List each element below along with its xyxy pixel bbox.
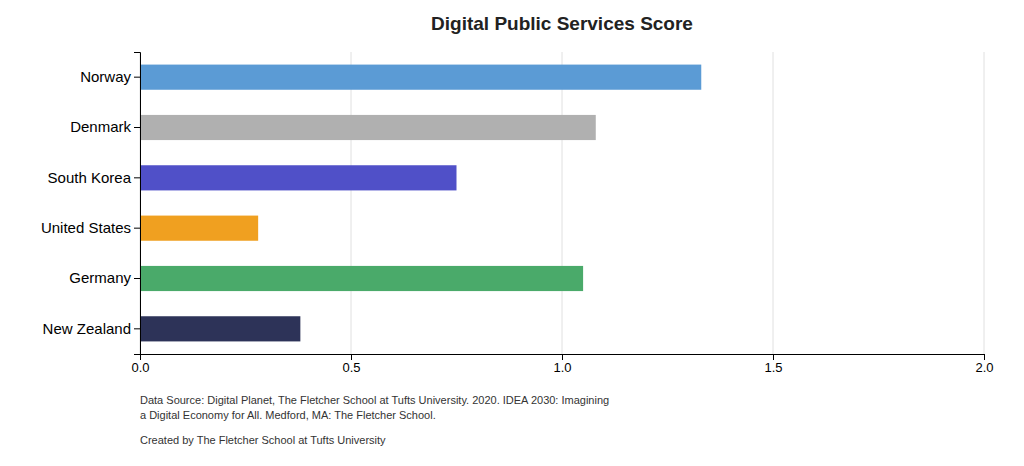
- tick-mark: [134, 228, 140, 229]
- tick-label: Norway: [80, 68, 131, 85]
- tick-mark: [562, 354, 563, 360]
- footnote: Created by The Fletcher School at Tufts …: [140, 434, 386, 446]
- footnote: Data Source: Digital Planet, The Fletche…: [140, 394, 609, 406]
- x-axis: 0.0 0.5 1.0 1.5 2.0: [131, 354, 993, 375]
- chart: 0.0 0.5 1.0 1.5 2.0 Norway Denmark South Korea U…: [0, 0, 1024, 466]
- tick-mark: [134, 328, 140, 329]
- tick-label: United States: [41, 219, 131, 236]
- tick-label: 1.0: [553, 360, 571, 375]
- grid-line: [773, 52, 774, 354]
- tick: 1.5: [764, 354, 782, 375]
- title: Digital Public Services Score: [431, 13, 693, 34]
- grid: [140, 52, 984, 354]
- tick-label: New Zealand: [43, 320, 131, 337]
- bar: [140, 65, 701, 90]
- tick-label: 1.5: [764, 360, 782, 375]
- tick: Denmark: [70, 118, 140, 135]
- bar: [140, 165, 457, 190]
- tick-mark: [134, 177, 140, 178]
- tick-label: 0.0: [131, 360, 149, 375]
- tick: Norway: [80, 68, 140, 85]
- tick-mark: [134, 127, 140, 128]
- tick: 1.0: [553, 354, 571, 375]
- tick-mark: [134, 278, 140, 279]
- axis-line: [141, 355, 985, 361]
- tick-mark: [134, 77, 140, 78]
- tick-mark: [984, 354, 985, 360]
- tick: South Korea: [48, 169, 140, 186]
- grid-line: [562, 52, 563, 354]
- tick-label: South Korea: [48, 169, 132, 186]
- tick-mark: [351, 354, 352, 360]
- tick: 0.5: [342, 354, 360, 375]
- bar: [140, 115, 596, 140]
- bar: [140, 316, 300, 341]
- tick-label: 2.0: [975, 360, 993, 375]
- plot-area: 0.0 0.5 1.0 1.5 2.0 Norway Denmark South Korea U…: [41, 52, 994, 375]
- bars: [140, 65, 701, 342]
- tick: New Zealand: [43, 320, 140, 337]
- tick-label: Germany: [69, 269, 131, 286]
- tick-mark: [773, 354, 774, 360]
- tick-label: 0.5: [342, 360, 360, 375]
- tick: Germany: [69, 269, 140, 286]
- bar: [140, 216, 258, 241]
- y-axis: Norway Denmark South Korea United States Ger…: [41, 53, 141, 355]
- axis-line: [134, 53, 141, 355]
- tick: 2.0: [975, 354, 993, 375]
- footnote: a Digital Economy for All. Medford, MA: …: [140, 409, 436, 421]
- tick: United States: [41, 219, 140, 236]
- grid-line: [984, 52, 985, 354]
- bar: [140, 266, 583, 291]
- tick: 0.0: [131, 354, 149, 375]
- grid-line: [351, 52, 352, 354]
- tick-label: Denmark: [70, 118, 131, 135]
